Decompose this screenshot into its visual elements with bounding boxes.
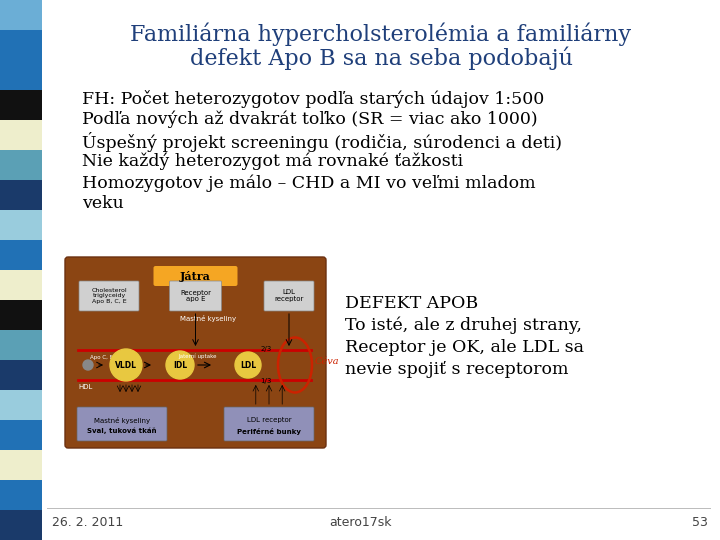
Text: Periférné bunky: Periférné bunky (237, 428, 301, 435)
Text: IDL: IDL (173, 361, 187, 369)
Text: Familiárna hypercholsterolémia a familiárny: Familiárna hypercholsterolémia a familiá… (130, 22, 631, 46)
Text: atero17sk: atero17sk (329, 516, 391, 529)
Text: nevie spojiť s receptorom: nevie spojiť s receptorom (345, 361, 569, 378)
Bar (0, 30, 42, 60)
Bar (0, 180, 42, 210)
Text: LDL receptor: LDL receptor (247, 417, 292, 423)
Text: HDL: HDL (78, 384, 93, 390)
Text: defekt Apo B sa na seba podobajú: defekt Apo B sa na seba podobajú (189, 46, 572, 70)
Text: Sval, tuková tkáň: Sval, tuková tkáň (87, 428, 157, 434)
Text: VLDL: VLDL (115, 361, 137, 369)
FancyBboxPatch shape (79, 281, 139, 311)
Bar (0, 210, 42, 240)
FancyBboxPatch shape (153, 266, 238, 286)
FancyBboxPatch shape (264, 281, 314, 311)
Text: 1/3: 1/3 (261, 378, 271, 384)
FancyBboxPatch shape (65, 257, 326, 448)
Bar (0, 420, 42, 450)
Text: Apo C, E: Apo C, E (90, 354, 113, 360)
Bar (0, 150, 42, 180)
Bar (0, 450, 42, 480)
Circle shape (110, 349, 142, 381)
Text: 26. 2. 2011: 26. 2. 2011 (52, 516, 123, 529)
Bar (0, 360, 42, 390)
Bar (0, 330, 42, 360)
Text: 53: 53 (692, 516, 708, 529)
Text: Receptor je OK, ale LDL sa: Receptor je OK, ale LDL sa (345, 339, 584, 356)
Bar (0, 60, 42, 90)
Text: Mastné kyseliny: Mastné kyseliny (94, 417, 150, 424)
Bar (0, 240, 42, 270)
Text: 2/3: 2/3 (261, 346, 271, 352)
Text: Céva: Céva (315, 356, 340, 366)
Text: veku: veku (82, 195, 124, 212)
Text: LDL
receptor: LDL receptor (274, 289, 304, 302)
Circle shape (166, 351, 194, 379)
Bar (0, 90, 42, 120)
Text: Játra: Játra (180, 271, 211, 281)
Text: Nie každý heterozygot má rovnaké ťažkosti: Nie každý heterozygot má rovnaké ťažkost… (82, 153, 463, 171)
Bar (0, 270, 42, 300)
Text: Cholesterol
triglyceidy
Apo B, C, E: Cholesterol triglyceidy Apo B, C, E (91, 288, 127, 305)
FancyBboxPatch shape (169, 281, 222, 311)
Text: Úspešný projekt screeningu (rodičia, súrodenci a deti): Úspešný projekt screeningu (rodičia, súr… (82, 132, 562, 152)
Text: Podľa nových až dvakrát toľko (SR = viac ako 1000): Podľa nových až dvakrát toľko (SR = viac… (82, 111, 538, 129)
Bar (0, 0, 42, 30)
Bar (0, 510, 42, 540)
Text: DEFEKT APOB: DEFEKT APOB (345, 295, 478, 312)
Circle shape (83, 360, 93, 370)
Text: LDL: LDL (240, 361, 256, 369)
FancyBboxPatch shape (224, 407, 314, 441)
Text: To isté, ale z druhej strany,: To isté, ale z druhej strany, (345, 317, 582, 334)
Circle shape (235, 352, 261, 378)
Text: Receptor
apo E: Receptor apo E (180, 289, 211, 302)
Bar (0, 300, 42, 330)
Text: Homozygotov je málo – CHD a MI vo veľmi mladom: Homozygotov je málo – CHD a MI vo veľmi … (82, 174, 536, 192)
FancyBboxPatch shape (77, 407, 167, 441)
Text: Jaterní uptake: Jaterní uptake (179, 354, 217, 359)
Bar (0, 390, 42, 420)
Text: FH: Počet heterozygotov podľa starých údajov 1:500: FH: Počet heterozygotov podľa starých úd… (82, 90, 544, 108)
Bar (0, 480, 42, 510)
Bar (0, 120, 42, 150)
Text: Mastné kyseliny: Mastné kyseliny (180, 315, 236, 322)
